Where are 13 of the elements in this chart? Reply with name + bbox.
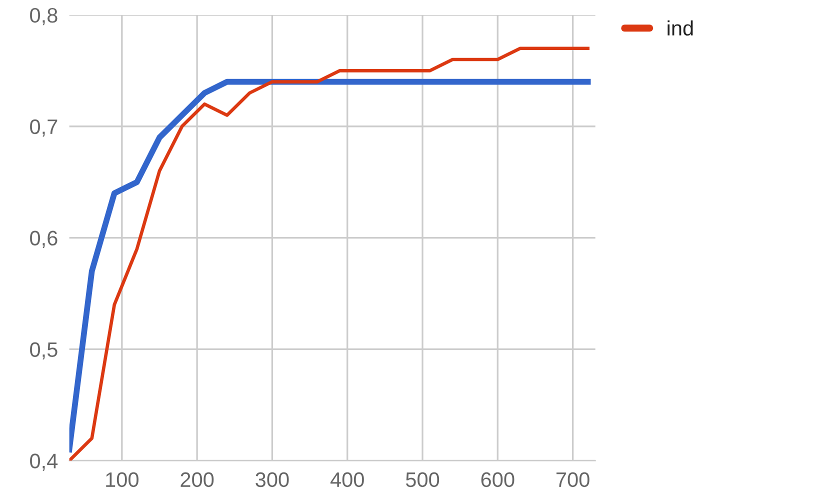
x-tick-label: 700 [556,472,590,488]
x-tick-label: 500 [406,472,440,488]
x-tick-label: 600 [481,472,514,488]
y-tick-label: 0,4 [30,454,58,471]
x-tick-label: 200 [180,472,214,488]
y-tick-label: 0,6 [30,230,58,248]
x-tick-label: 300 [256,472,289,488]
x-tick-label: 100 [106,472,138,488]
y-tick-label: 0,8 [30,8,58,26]
x-tick-label: 400 [330,472,364,488]
y-tick-label: 0,5 [30,342,58,360]
legend-label: ind [668,20,693,36]
y-tick-label: 0,7 [30,119,58,137]
